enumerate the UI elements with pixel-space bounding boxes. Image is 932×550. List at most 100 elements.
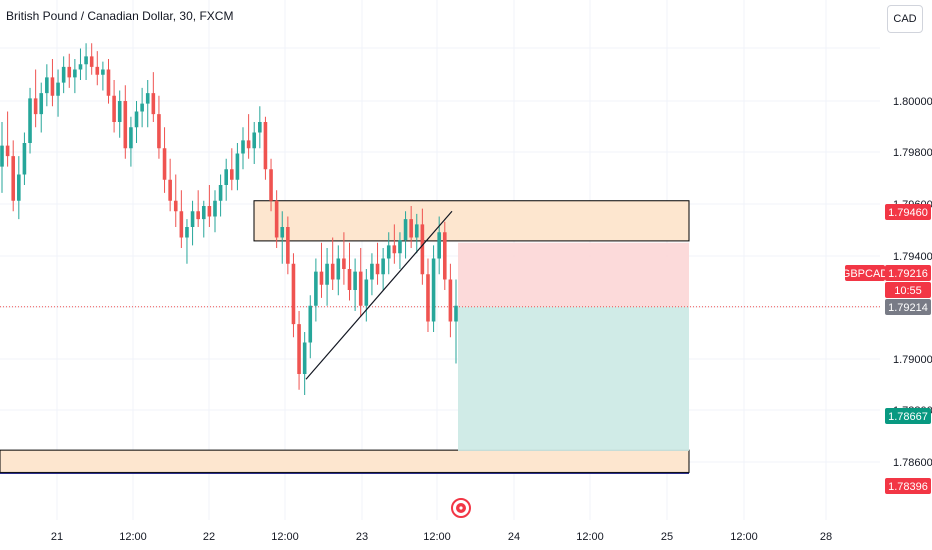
price-tick-label: 1.79800 — [893, 147, 932, 159]
candle-body — [185, 227, 189, 238]
time-tick-label: 21 — [51, 531, 63, 543]
event-marker[interactable] — [451, 498, 471, 518]
candle — [330, 237, 335, 290]
candle-body — [28, 98, 32, 143]
chart-title: British Pound / Canadian Dollar, 30, FXC… — [6, 9, 234, 23]
low-price-label: 1.78396 — [888, 481, 928, 493]
candle-body — [353, 271, 357, 290]
candle-body — [246, 140, 251, 149]
candle — [420, 208, 425, 285]
candle-body — [11, 156, 16, 201]
candle — [157, 95, 161, 159]
candle-body — [78, 64, 83, 70]
candle-body — [207, 206, 212, 217]
candle — [213, 190, 217, 233]
candle — [117, 90, 122, 138]
candle-body — [274, 200, 279, 238]
candle-body — [308, 305, 313, 343]
candle — [78, 48, 83, 80]
candle — [84, 43, 88, 80]
candle — [67, 53, 72, 88]
candle — [201, 200, 206, 238]
candle — [162, 127, 167, 193]
candle — [196, 190, 200, 227]
candle-body — [196, 211, 200, 220]
candle — [129, 116, 133, 167]
stop-price-label: 1.79460 — [888, 207, 928, 219]
candle — [398, 232, 402, 269]
currency-button[interactable]: CAD — [887, 5, 923, 33]
stop-loss-area[interactable] — [458, 242, 689, 307]
candle-body — [420, 224, 425, 275]
symbol-price-tag — [885, 265, 931, 281]
candle-body — [95, 66, 100, 75]
bid-price-label: 1.79214 — [888, 302, 928, 314]
candle-body — [129, 127, 133, 149]
candle — [431, 245, 436, 332]
candle — [106, 59, 111, 104]
time-tick-label: 25 — [661, 531, 673, 543]
low-price-tag — [885, 478, 931, 494]
candle — [314, 258, 318, 322]
candle — [375, 242, 380, 285]
candle — [235, 143, 240, 191]
candle-body — [140, 103, 144, 112]
candle — [308, 295, 313, 359]
candle-body — [347, 269, 352, 290]
candle-body — [409, 219, 413, 238]
candle-body — [235, 153, 240, 180]
candle-body — [22, 143, 27, 175]
candle — [342, 232, 346, 285]
candle — [73, 59, 77, 94]
candle-body — [173, 200, 178, 212]
candle-body — [381, 258, 385, 275]
candle-body — [269, 169, 273, 201]
trendline[interactable] — [305, 210, 453, 380]
candle-body — [201, 206, 206, 220]
target-price-label: 1.78667 — [888, 411, 928, 423]
candle — [185, 219, 189, 264]
candle — [123, 85, 128, 159]
candle-body — [398, 240, 402, 254]
candle — [325, 248, 329, 306]
take-profit-area[interactable] — [458, 306, 689, 451]
time-tick-label: 12:00 — [119, 531, 147, 543]
candle-body — [168, 179, 172, 201]
grid — [0, 0, 880, 520]
target-price-tag — [885, 408, 931, 424]
candle-body — [218, 185, 223, 201]
price-tick-label: 1.79400 — [893, 251, 932, 263]
candle-body — [162, 148, 167, 180]
candle — [45, 64, 49, 107]
zones-layer — [0, 200, 690, 475]
candle-body — [0, 145, 4, 167]
candle — [224, 158, 228, 201]
candle — [386, 232, 391, 275]
symbol-tag — [845, 265, 885, 281]
candle-body — [403, 219, 408, 241]
candle — [151, 72, 156, 122]
candle-body — [258, 122, 262, 133]
candle — [33, 69, 38, 128]
position-tool[interactable] — [458, 242, 689, 451]
candle-body — [263, 122, 268, 170]
candle — [207, 185, 212, 227]
candle-body — [241, 140, 245, 154]
bid-price-tag — [885, 299, 931, 315]
candle-body — [33, 98, 38, 115]
candle — [258, 106, 262, 149]
candle — [263, 116, 268, 180]
candle — [280, 211, 285, 264]
candle — [22, 132, 27, 185]
candle — [409, 206, 413, 248]
candle-body — [151, 93, 156, 115]
stop-price-tag — [885, 204, 931, 220]
upper-supply-zone — [253, 200, 690, 242]
candle — [370, 253, 374, 296]
candle-body — [190, 211, 195, 227]
event-dot — [459, 506, 463, 510]
candle-body — [325, 263, 329, 285]
time-axis[interactable]: 21 12:00 22 12:00 23 12:00 24 12:00 25 12:00 28 — [51, 531, 832, 543]
candle — [353, 258, 357, 311]
